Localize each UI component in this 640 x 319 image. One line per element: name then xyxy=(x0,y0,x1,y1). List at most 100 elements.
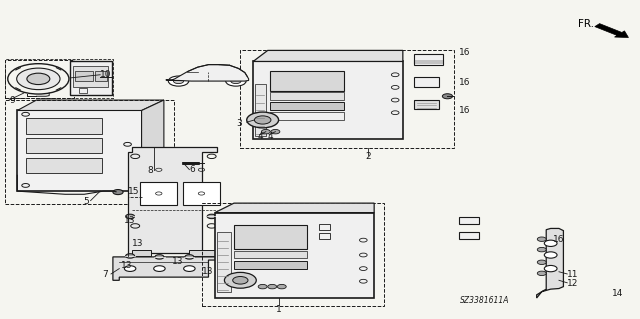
Bar xyxy=(270,71,344,91)
Circle shape xyxy=(113,189,123,195)
Text: 2: 2 xyxy=(365,152,371,161)
Bar xyxy=(319,234,330,239)
Bar xyxy=(215,213,374,298)
Text: 3: 3 xyxy=(237,119,243,128)
Circle shape xyxy=(27,73,50,85)
Text: 16: 16 xyxy=(459,106,470,115)
Text: 13: 13 xyxy=(132,239,143,248)
Circle shape xyxy=(226,76,246,86)
Polygon shape xyxy=(127,147,217,256)
Circle shape xyxy=(538,237,546,241)
Circle shape xyxy=(173,78,184,84)
Bar xyxy=(26,158,102,173)
Bar xyxy=(234,225,307,249)
Text: 15: 15 xyxy=(127,187,139,196)
Polygon shape xyxy=(113,257,230,280)
Polygon shape xyxy=(132,250,151,256)
Bar xyxy=(253,62,403,139)
Text: FR.: FR. xyxy=(578,19,594,28)
Circle shape xyxy=(231,71,244,77)
Text: 10: 10 xyxy=(100,70,111,79)
Bar xyxy=(202,203,384,306)
Bar xyxy=(414,54,443,65)
Bar xyxy=(459,232,479,239)
Circle shape xyxy=(544,240,557,247)
Circle shape xyxy=(231,78,241,84)
Bar xyxy=(74,66,108,87)
Text: 16: 16 xyxy=(459,78,470,86)
Bar xyxy=(234,261,307,269)
Circle shape xyxy=(207,214,216,219)
Text: 6: 6 xyxy=(189,165,195,174)
Bar xyxy=(270,92,344,100)
Circle shape xyxy=(225,272,256,288)
Circle shape xyxy=(124,266,136,271)
Circle shape xyxy=(538,260,546,264)
Text: 16: 16 xyxy=(552,235,564,244)
Text: 12: 12 xyxy=(567,279,579,288)
Bar xyxy=(217,232,231,292)
Circle shape xyxy=(154,266,165,271)
Circle shape xyxy=(261,130,270,134)
Circle shape xyxy=(184,266,195,271)
Circle shape xyxy=(442,94,452,99)
Bar xyxy=(26,138,102,153)
Circle shape xyxy=(125,254,134,258)
Circle shape xyxy=(125,214,134,219)
Circle shape xyxy=(155,255,164,259)
Text: 9: 9 xyxy=(9,97,15,106)
Text: 4: 4 xyxy=(257,132,263,141)
Polygon shape xyxy=(215,203,374,213)
Text: SZ3381611A: SZ3381611A xyxy=(460,296,509,305)
Bar xyxy=(76,71,93,81)
Circle shape xyxy=(17,68,60,90)
Text: 13: 13 xyxy=(202,267,214,276)
Bar xyxy=(17,110,141,191)
Polygon shape xyxy=(141,100,164,191)
Circle shape xyxy=(254,116,271,124)
Bar xyxy=(459,217,479,224)
Polygon shape xyxy=(537,228,563,298)
Circle shape xyxy=(258,285,267,289)
Text: 14: 14 xyxy=(612,289,623,298)
Circle shape xyxy=(246,112,278,128)
Bar xyxy=(5,100,174,204)
Circle shape xyxy=(233,277,248,284)
Bar xyxy=(79,88,87,93)
Text: 1: 1 xyxy=(276,305,282,314)
Text: 4: 4 xyxy=(268,132,273,141)
Bar xyxy=(140,182,177,205)
Text: 11: 11 xyxy=(567,271,579,279)
Bar xyxy=(319,224,330,230)
FancyArrow shape xyxy=(595,24,628,38)
Bar xyxy=(270,102,344,109)
Polygon shape xyxy=(189,250,218,256)
Bar xyxy=(241,50,454,148)
Text: 5: 5 xyxy=(84,197,90,206)
Text: 13: 13 xyxy=(121,261,132,270)
Bar xyxy=(183,182,220,205)
Circle shape xyxy=(544,252,557,258)
Circle shape xyxy=(185,255,194,259)
Bar xyxy=(234,250,307,258)
Circle shape xyxy=(271,130,280,134)
Polygon shape xyxy=(166,65,248,81)
Circle shape xyxy=(268,285,276,289)
Circle shape xyxy=(168,76,189,86)
Bar xyxy=(26,118,102,134)
Text: 8: 8 xyxy=(147,166,153,175)
Bar xyxy=(414,100,438,109)
Text: 13: 13 xyxy=(124,216,135,225)
Bar xyxy=(5,60,74,98)
Polygon shape xyxy=(17,100,164,110)
Circle shape xyxy=(538,248,546,252)
Circle shape xyxy=(277,285,286,289)
Bar xyxy=(270,112,344,120)
Text: 16: 16 xyxy=(459,48,470,57)
Polygon shape xyxy=(253,50,403,62)
Bar xyxy=(414,77,438,87)
Bar xyxy=(255,84,266,136)
Text: 13: 13 xyxy=(172,257,183,266)
Bar xyxy=(70,62,111,95)
Text: 7: 7 xyxy=(102,271,108,279)
